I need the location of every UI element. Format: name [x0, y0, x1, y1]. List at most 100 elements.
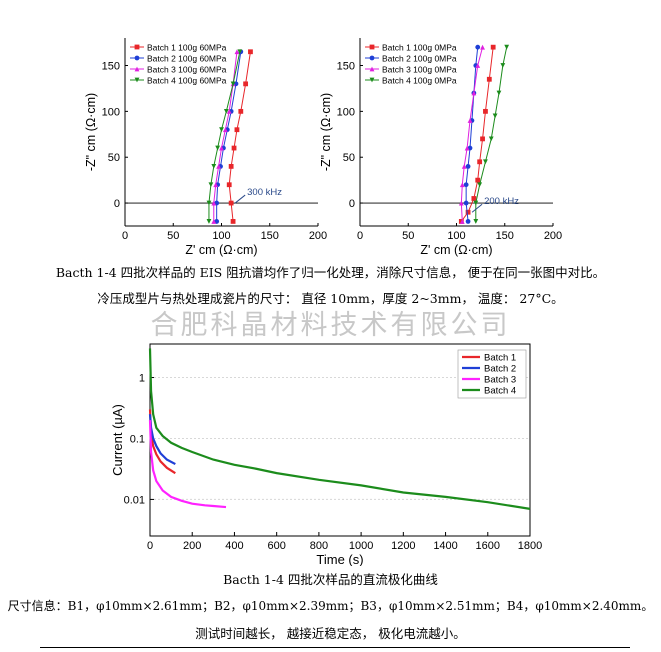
eis-right-series-4-point [483, 159, 488, 165]
eis-right-series-3-point [471, 90, 477, 96]
eis-left-y-tick-label: 0 [114, 198, 120, 210]
eis-left-series-4-point [237, 49, 243, 55]
pol-x-tick-label: 0 [147, 540, 153, 552]
eis-left-legend-label: Batch 2 100g 60MPa [147, 54, 227, 64]
eis-right-series-2-point [463, 182, 469, 188]
eis-right-series-3-point [467, 118, 473, 123]
eis-right-series-4-point [488, 136, 494, 142]
eis-left-series-3-point [216, 163, 222, 169]
pol-x-tick-label: 200 [183, 540, 201, 552]
pol-x-tick-label: 1800 [518, 540, 542, 552]
eis-left-series-1-point [231, 145, 237, 151]
eis-left-y-axis-label: -Z" cm (Ω·cm) [84, 93, 98, 171]
eis-left-series-4-point [208, 182, 214, 188]
eis-left-x-tick-label: 0 [122, 230, 128, 242]
pol-legend-label: Batch 4 [484, 386, 516, 397]
eis-left-x-tick-label: 200 [309, 230, 327, 242]
eis-left-series-4-point [211, 163, 217, 169]
eis-right-series-1-point [475, 177, 481, 183]
eis-right-y-tick-label: 150 [337, 61, 355, 73]
pol-y-tick-label: 0.1 [130, 433, 145, 445]
pol-x-tick-label: 800 [310, 540, 328, 552]
eis-right-series-3-line [460, 47, 484, 222]
eis-right-series-4-point [500, 63, 506, 68]
eis-left-x-axis-label: Z' cm (Ω·cm) [185, 243, 257, 257]
polarization-caption: Bacth 1-4 四批次样品的直流极化曲线 [223, 572, 438, 587]
eis-left-series-3-point [213, 182, 219, 188]
bottom-rule [40, 647, 630, 648]
pol-y-tick-label: 1 [139, 373, 145, 385]
eis-right-series-1-point [486, 76, 492, 82]
eis-left-legend-label: Batch 4 100g 60MPa [147, 76, 227, 86]
eis-right-series-3-point [464, 145, 470, 151]
pol-series-4-line [148, 348, 531, 510]
eis-right-series-1-point [471, 196, 477, 201]
eis-right-y-tick-label: 0 [349, 198, 355, 210]
eis-left-annotation: 300 kHz [247, 187, 282, 198]
eis-right-series-3-point [458, 200, 464, 206]
eis-left-series-1-point [228, 163, 234, 169]
eis-caption-line1: Bacth 1-4 四批次样品的 EIS 阻抗谱均作了归一化处理，消除尺寸信息，… [55, 265, 606, 280]
eis-right-series-1-point [490, 44, 496, 50]
eis-right-x-tick-label: 100 [447, 230, 465, 242]
eis-left-series-1-point [234, 127, 240, 133]
eis-right-legend-marker [369, 66, 375, 72]
pol-legend-label: Batch 1 [484, 353, 516, 364]
eis-right-series-2-point [463, 200, 469, 206]
eis-right-y-tick-label: 50 [343, 152, 355, 164]
eis-left-legend-marker [134, 66, 140, 72]
eis-right-series-4-point [492, 113, 498, 119]
eis-chart-right: 0 50 100 150 200 0 50 100 150 Z' cm (Ω·cm) -Z" cm … [319, 38, 562, 257]
eis-right-legend-marker [369, 77, 375, 83]
pol-y-axis-label: Current (µA) [110, 404, 125, 476]
eis-left-series-1-point [230, 219, 236, 224]
eis-left-y-tick-label: 100 [102, 106, 120, 118]
eis-right-legend-label: Batch 3 100g 0MPa [382, 65, 457, 75]
eis-right-legend-label: Batch 2 100g 0MPa [382, 54, 457, 64]
pol-x-tick-label: 600 [267, 540, 285, 552]
conclusion-caption: 测试时间越长， 越接近稳定态， 极化电流越小。 [195, 626, 466, 641]
pol-x-tick-label: 1200 [391, 540, 415, 552]
polarization-chart: 0 200 400 600 800 1000 1200 1400 1600 1800 1 0.1 0.0… [110, 343, 542, 566]
eis-left-series-3-point [211, 200, 217, 206]
eis-left-series-1-point [226, 182, 232, 188]
eis-right-series-1-point [465, 209, 471, 215]
eis-right-series-4-point [473, 200, 479, 206]
eis-right-series-1-point [483, 108, 488, 114]
eis-right-series-4-point [477, 182, 483, 188]
eis-right-y-tick-label: 100 [337, 106, 355, 118]
eis-right-y-axis-label: -Z" cm (Ω·cm) [319, 93, 333, 171]
eis-right-legend-label: Batch 4 100g 0MPa [382, 76, 457, 86]
eis-caption-line2: 冷压成型片与热处理成瓷片的尺寸： 直径 10mm，厚度 2~3mm， 温度： 2… [97, 291, 564, 306]
eis-right-series-2-point [465, 163, 471, 169]
pol-x-tick-label: 400 [225, 540, 243, 552]
eis-left-series-3-point [211, 219, 217, 224]
eis-right-x-tick-label: 50 [402, 230, 414, 242]
eis-left-series-4-point [215, 145, 221, 151]
eis-right-series-2-line [465, 47, 479, 222]
eis-left-series-4-point [206, 200, 212, 206]
eis-left-series-4-point [230, 81, 236, 87]
company-watermark: 合肥科晶材料技术有限公司 [150, 310, 511, 341]
eis-right-legend-marker [369, 55, 375, 61]
eis-right-x-tick-label: 150 [496, 230, 514, 242]
eis-right-annotation: 200 kHz [484, 196, 519, 207]
eis-left-series-3-point [219, 145, 224, 151]
eis-right-legend-marker [369, 44, 375, 50]
pol-x-tick-label: 1600 [476, 540, 500, 552]
eis-right-series-3-point [459, 219, 465, 224]
eis-left-x-tick-label: 150 [261, 230, 279, 242]
eis-right-x-tick-label: 0 [357, 230, 363, 242]
eis-right-x-tick-label: 200 [544, 230, 562, 242]
eis-right-series-1-point [480, 136, 485, 142]
eis-chart-left: 0 50 100 150 200 0 50 100 150 Z' cm (Ω·cm) -Z" cm … [84, 38, 327, 257]
eis-right-annotation-arrow [471, 203, 483, 213]
eis-left-series-1-point [228, 200, 234, 206]
pol-legend-label: Batch 3 [484, 375, 516, 386]
eis-right-series-3-point [459, 182, 465, 188]
eis-left-y-tick-label: 50 [108, 152, 120, 164]
eis-right-legend-label: Batch 1 100g 0MPa [382, 43, 457, 53]
eis-left-x-tick-label: 100 [212, 230, 230, 242]
eis-left-series-1-point [238, 108, 244, 114]
eis-right-series-2-point [465, 219, 471, 224]
